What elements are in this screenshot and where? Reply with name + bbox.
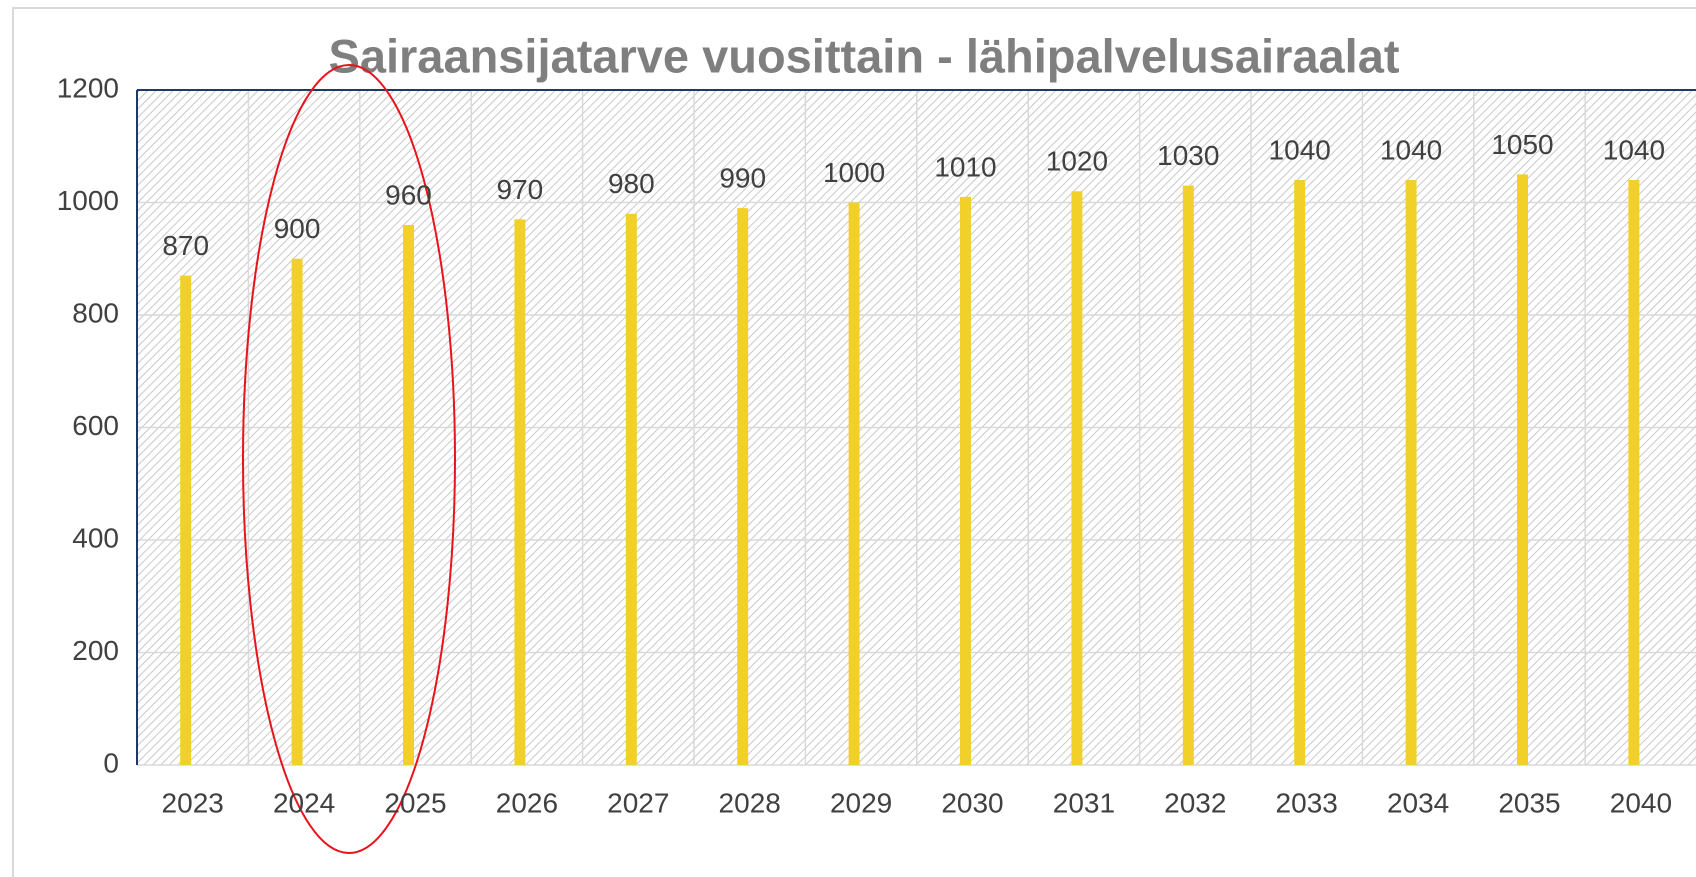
y-tick-label: 200 xyxy=(72,635,119,666)
data-label: 960 xyxy=(385,179,432,210)
x-tick-label: 2033 xyxy=(1276,787,1338,818)
bar xyxy=(291,258,303,765)
bar xyxy=(1517,174,1528,765)
y-tick-label: 600 xyxy=(72,410,119,441)
bar xyxy=(180,275,192,765)
data-label: 1040 xyxy=(1269,134,1331,165)
bar xyxy=(737,208,749,765)
data-label: 900 xyxy=(274,213,321,244)
bar xyxy=(1628,180,1640,765)
data-label: 990 xyxy=(719,163,766,194)
data-label: 1020 xyxy=(1046,146,1108,177)
x-tick-label: 2024 xyxy=(273,787,335,818)
data-label: 980 xyxy=(608,168,655,199)
bar xyxy=(403,225,414,765)
data-label: 1010 xyxy=(934,151,996,182)
y-tick-label: 400 xyxy=(72,522,119,553)
y-tick-label: 800 xyxy=(72,297,119,328)
x-tick-label: 2040 xyxy=(1610,787,1672,818)
x-tick-label: 2029 xyxy=(830,787,892,818)
y-tick-label: 1000 xyxy=(57,185,119,216)
highlight-ellipse xyxy=(242,64,456,854)
x-tick-label: 2030 xyxy=(941,787,1003,818)
x-tick-label: 2027 xyxy=(607,787,669,818)
y-tick-label: 1200 xyxy=(57,72,119,103)
x-tick-label: 2035 xyxy=(1498,787,1560,818)
bar xyxy=(625,213,637,765)
data-label: 1050 xyxy=(1491,129,1553,160)
bar xyxy=(1182,185,1194,765)
bar xyxy=(514,219,526,765)
data-label: 970 xyxy=(497,174,544,205)
x-tick-label: 2025 xyxy=(384,787,446,818)
data-label: 1040 xyxy=(1380,134,1442,165)
bar xyxy=(1071,191,1083,765)
y-tick-label: 0 xyxy=(103,747,119,778)
x-tick-label: 2026 xyxy=(496,787,558,818)
bar xyxy=(1405,180,1417,765)
x-tick-label: 2032 xyxy=(1164,787,1226,818)
x-tick-label: 2031 xyxy=(1053,787,1115,818)
data-label: 870 xyxy=(162,230,209,261)
x-tick-label: 2023 xyxy=(162,787,224,818)
bar xyxy=(848,202,860,765)
bar xyxy=(960,196,971,765)
x-tick-label: 2034 xyxy=(1387,787,1449,818)
chart-title: Sairaansijatarve vuosittain - lähipalvel… xyxy=(328,29,1399,82)
x-tick-label: 2028 xyxy=(719,787,781,818)
data-label: 1000 xyxy=(823,157,885,188)
data-label: 1040 xyxy=(1603,134,1665,165)
bar xyxy=(1294,180,1306,765)
data-label: 1030 xyxy=(1157,140,1219,171)
